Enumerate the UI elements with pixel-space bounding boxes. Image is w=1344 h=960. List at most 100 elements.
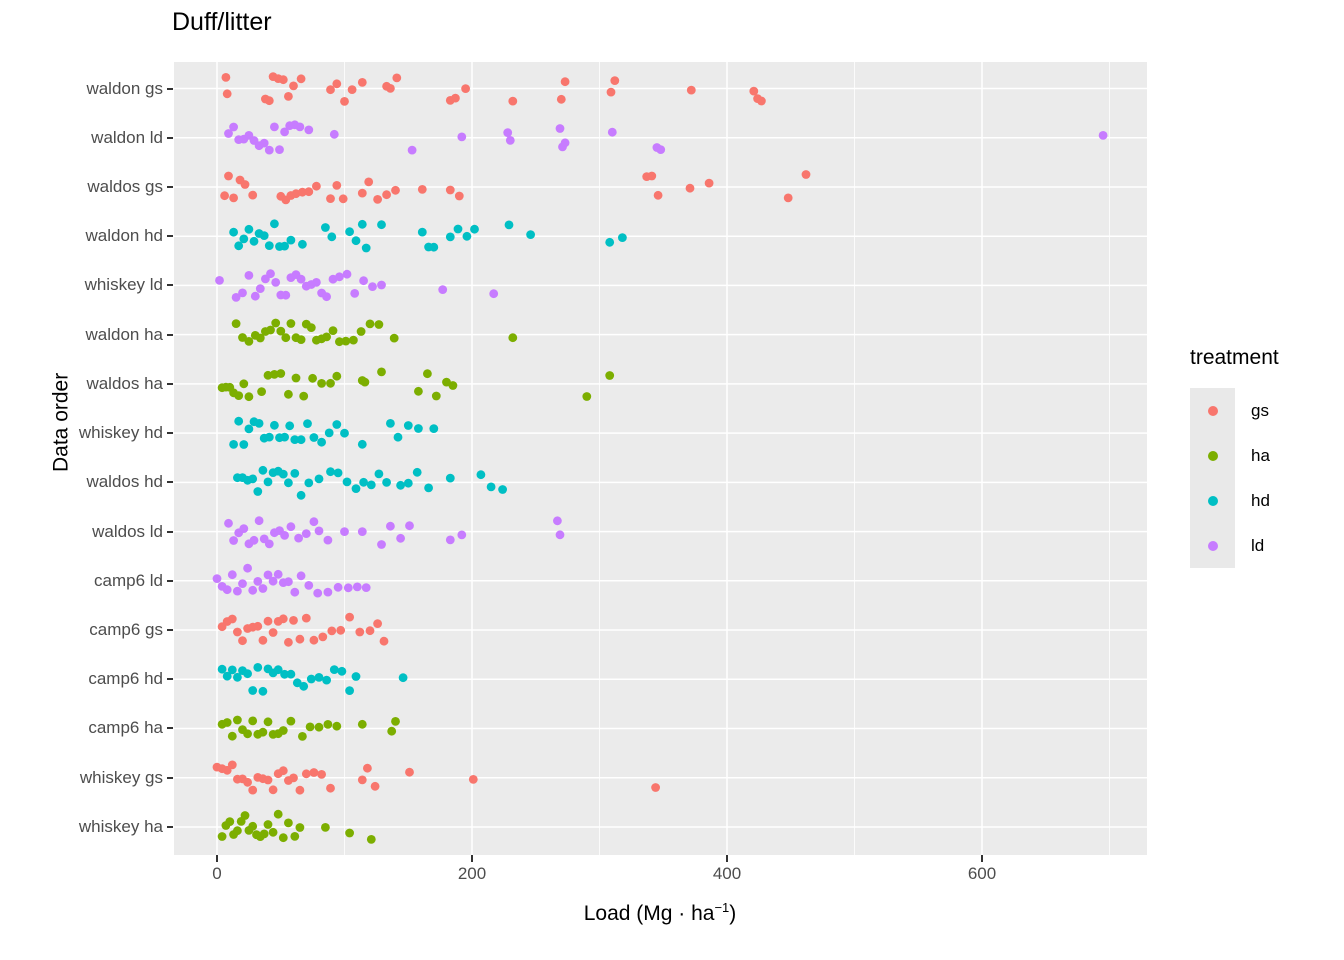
data-point (263, 820, 273, 829)
data-point (222, 89, 232, 99)
data-point (345, 227, 354, 237)
data-point (244, 424, 254, 434)
data-point (357, 188, 367, 198)
data-point (486, 482, 496, 492)
data-point (332, 721, 342, 731)
data-point (248, 190, 258, 200)
data-point (454, 191, 464, 201)
data-point (229, 440, 238, 449)
y-tick-mark (167, 136, 173, 139)
legend-swatch-dot (1207, 495, 1218, 506)
y-tick-label: whiskey gs (79, 767, 163, 787)
data-point (259, 829, 269, 839)
data-point (396, 480, 405, 490)
data-point (555, 124, 565, 133)
data-point (309, 635, 319, 645)
data-point (414, 386, 423, 396)
data-point (556, 94, 566, 104)
data-point (303, 419, 312, 428)
data-point (231, 319, 241, 328)
data-point (391, 185, 400, 195)
data-point (560, 77, 570, 87)
data-point (321, 823, 330, 832)
data-point (249, 236, 259, 246)
data-point (289, 81, 298, 91)
data-point (298, 239, 307, 249)
data-point (749, 86, 759, 96)
data-point (317, 437, 326, 447)
data-point (332, 79, 342, 89)
data-point (304, 187, 314, 197)
y-tick-label: whiskey ld (84, 275, 163, 295)
y-tick-mark (167, 727, 173, 730)
x-axis-title-text: Load (Mg · ha (583, 902, 715, 925)
data-point (294, 533, 303, 543)
legend-swatch-dot (1207, 540, 1218, 551)
data-point (273, 569, 283, 579)
data-point (656, 145, 666, 154)
data-point (298, 187, 307, 197)
data-point (258, 584, 268, 593)
data-point (326, 194, 335, 204)
y-tick-label: camp6 ld (94, 570, 163, 590)
data-point (505, 136, 515, 145)
data-point (306, 674, 316, 684)
y-tick-label: camp6 gs (89, 620, 163, 640)
data-point (227, 614, 237, 624)
data-point (229, 536, 238, 545)
data-point (340, 527, 349, 536)
legend-item: ld (1190, 523, 1340, 568)
data-point (257, 387, 266, 396)
data-point (285, 421, 295, 431)
data-point (270, 219, 279, 229)
data-point (379, 636, 389, 646)
y-tick-label: camp6 hd (88, 669, 163, 689)
y-tick-label: waldon ld (91, 127, 163, 147)
data-point (445, 232, 455, 242)
data-point (424, 483, 433, 493)
y-tick-label: waldon ha (85, 324, 163, 344)
data-point (284, 637, 293, 647)
x-tick-mark (726, 855, 728, 862)
data-point (553, 516, 562, 526)
data-point (386, 84, 395, 93)
data-point (286, 669, 296, 679)
data-point (296, 490, 306, 500)
data-point (370, 781, 380, 791)
data-point (610, 76, 620, 85)
data-point (324, 428, 334, 438)
data-point (248, 474, 258, 484)
y-tick-label: waldon gs (86, 78, 163, 98)
data-point (244, 392, 254, 402)
data-point (229, 193, 238, 203)
data-point (405, 521, 414, 531)
data-point (254, 516, 264, 526)
data-point (306, 323, 316, 332)
data-point (238, 636, 247, 646)
data-point (364, 177, 374, 187)
data-point (227, 665, 237, 675)
data-point (377, 367, 386, 377)
data-point (355, 627, 365, 637)
data-point (417, 227, 427, 237)
data-point (382, 190, 391, 200)
data-point (248, 585, 258, 595)
data-point (249, 535, 259, 545)
data-point (276, 369, 286, 378)
data-point (429, 242, 439, 252)
data-point (250, 291, 260, 301)
data-point (239, 379, 249, 389)
data-point (357, 719, 367, 729)
data-point (238, 288, 247, 298)
x-axis-title-exponent: −1 (714, 900, 730, 915)
y-tick-label: waldos hd (86, 472, 163, 492)
data-point (403, 421, 413, 430)
data-point (270, 122, 279, 132)
data-point (239, 440, 249, 449)
data-point (361, 243, 371, 253)
data-point (653, 190, 663, 200)
data-point (345, 686, 354, 695)
data-point (248, 716, 258, 726)
data-point (349, 335, 358, 345)
data-point (278, 75, 288, 85)
